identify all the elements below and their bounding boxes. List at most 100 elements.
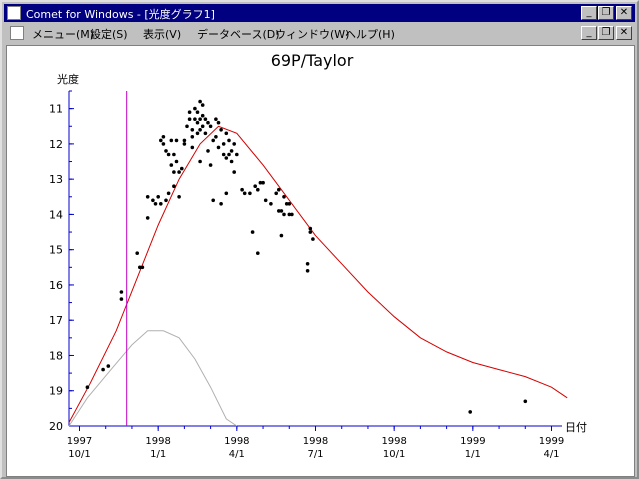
doc-minimize-button[interactable]: _ — [581, 26, 597, 40]
data-point — [211, 138, 215, 143]
secondary-curve — [68, 330, 238, 427]
data-point — [159, 202, 163, 206]
x-tick-label-year: 1998 — [224, 436, 249, 447]
data-point — [145, 195, 150, 199]
data-point — [279, 209, 284, 213]
data-point — [229, 149, 234, 153]
menu-settings[interactable]: 設定(S) — [90, 28, 128, 41]
data-point — [166, 191, 171, 196]
menu-view[interactable]: 表示(V) — [143, 28, 182, 41]
data-point — [284, 202, 289, 206]
document-icon[interactable] — [10, 26, 24, 40]
data-point — [248, 191, 252, 196]
data-point — [106, 364, 111, 368]
data-point — [232, 170, 236, 174]
close-button[interactable]: ✕ — [616, 6, 632, 20]
y-tick-label: 11 — [49, 103, 63, 116]
data-point — [282, 212, 286, 217]
data-point — [140, 265, 145, 270]
data-point — [101, 367, 105, 372]
data-point — [195, 120, 200, 125]
data-point — [308, 226, 313, 231]
doc-close-button[interactable]: ✕ — [616, 26, 632, 40]
x-tick-label-year: 1999 — [460, 436, 485, 447]
data-point — [229, 159, 234, 164]
minimize-button[interactable]: _ — [581, 6, 597, 20]
data-point — [172, 170, 176, 174]
data-point — [261, 180, 265, 185]
minimize-icon: _ — [586, 7, 592, 18]
data-point — [311, 237, 315, 241]
data-point — [156, 195, 160, 199]
data-point — [224, 131, 229, 136]
data-point — [174, 159, 179, 164]
data-point — [190, 145, 195, 150]
light-curve-graph: 69P/Taylor 光度 日付 11 12 13 14 15 16 17 18 19 20 19… — [6, 45, 635, 477]
data-point — [219, 202, 223, 206]
data-point — [193, 106, 197, 111]
title-bar[interactable]: Comet for Windows - [光度グラフ1] _ ❐ ✕ — [4, 4, 635, 22]
observation-points — [85, 99, 528, 414]
y-tick-label: 17 — [49, 314, 63, 327]
data-point — [221, 152, 226, 157]
data-point — [187, 110, 192, 114]
data-point — [182, 138, 187, 143]
data-point — [198, 99, 202, 104]
y-ticks: 11 12 13 14 15 16 17 18 19 20 — [49, 90, 74, 433]
data-point — [177, 170, 181, 174]
x-axis-label: 日付 — [565, 421, 587, 434]
data-point — [172, 184, 176, 188]
data-point — [232, 142, 236, 146]
menu-window[interactable]: ウィンドウ(W) — [275, 28, 350, 41]
data-point — [166, 152, 171, 157]
data-point — [203, 131, 208, 136]
menu-help[interactable]: ヘルプ(H) — [345, 28, 395, 41]
data-point — [216, 120, 221, 125]
y-tick-label: 12 — [49, 138, 63, 151]
app-icon[interactable] — [7, 6, 21, 20]
data-point — [224, 156, 229, 160]
data-point — [138, 265, 142, 270]
data-point — [135, 251, 139, 255]
y-tick-label: 18 — [49, 349, 63, 362]
data-point — [227, 152, 231, 157]
data-point — [290, 212, 294, 217]
data-point — [269, 202, 273, 206]
restore-button[interactable]: ❐ — [598, 6, 614, 20]
data-point — [200, 103, 205, 107]
data-point — [145, 216, 150, 220]
x-tick-label-year: 1998 — [381, 436, 406, 447]
menu-database[interactable]: データベース(D) — [197, 28, 280, 41]
data-point — [187, 117, 192, 121]
x-tick-label-year: 1998 — [303, 436, 328, 447]
menu-menu[interactable]: メニュー(M) — [32, 28, 95, 41]
y-tick-label: 14 — [49, 208, 63, 221]
data-point — [206, 149, 210, 153]
data-point — [214, 117, 218, 121]
chart-svg: 69P/Taylor 光度 日付 11 12 13 14 15 16 17 18 19 20 19… — [49, 51, 587, 460]
data-point — [195, 110, 200, 114]
data-point — [277, 187, 281, 192]
close-icon: ✕ — [619, 27, 629, 38]
y-axis-label: 光度 — [57, 72, 79, 86]
data-point — [198, 159, 202, 164]
data-point — [193, 117, 197, 121]
x-tick-label-date: 4/1 — [543, 449, 559, 460]
x-tick-label-date: 1/1 — [150, 449, 166, 460]
doc-restore-button[interactable]: ❐ — [598, 26, 614, 40]
data-point — [523, 399, 528, 404]
data-point — [305, 262, 310, 266]
data-point — [161, 135, 166, 139]
data-point — [287, 202, 292, 206]
data-point — [174, 138, 179, 143]
data-point — [240, 187, 244, 192]
y-tick-label: 13 — [49, 173, 63, 186]
y-tick-label: 20 — [49, 420, 63, 433]
data-point — [214, 135, 218, 139]
curves — [68, 91, 568, 427]
data-point — [203, 117, 208, 121]
data-point — [200, 124, 205, 129]
data-point — [161, 142, 166, 146]
data-point — [164, 149, 168, 153]
data-point — [279, 233, 284, 238]
